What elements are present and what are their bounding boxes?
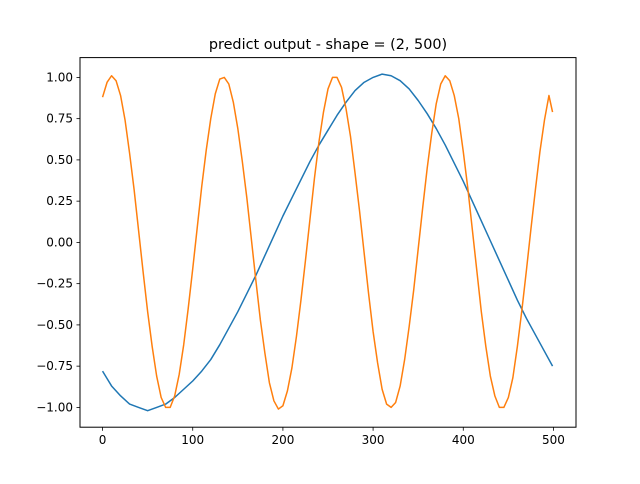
- x-tick-label: 400: [452, 433, 475, 447]
- y-tick-label: 0.75: [46, 112, 73, 126]
- x-tick-label: 500: [542, 433, 565, 447]
- x-tick-label: 100: [181, 433, 204, 447]
- x-axis-ticks: 0 100 200 300 400 500: [99, 427, 565, 447]
- y-tick-label: −0.75: [36, 359, 73, 373]
- chart-title: predict output - shape = (2, 500): [209, 37, 447, 53]
- x-tick-label: 200: [271, 433, 294, 447]
- y-tick-label: 0.50: [46, 153, 73, 167]
- y-tick-label: −1.00: [36, 400, 73, 414]
- x-tick-label: 300: [362, 433, 385, 447]
- y-tick-label: 0.00: [46, 235, 73, 249]
- y-tick-label: 0.25: [46, 194, 73, 208]
- y-tick-label: 1.00: [46, 70, 73, 84]
- series-line-1: [101, 73, 554, 412]
- series-line-2: [101, 75, 554, 410]
- plot-lines: [101, 73, 554, 412]
- y-tick-label: −0.25: [36, 277, 73, 291]
- x-tick-label: 0: [99, 433, 107, 447]
- y-tick-label: −0.50: [36, 318, 73, 332]
- y-axis-ticks: 1.00 0.75 0.50 0.25 0.00 −0.25 −0.50 −0.75 −1.00: [36, 70, 80, 414]
